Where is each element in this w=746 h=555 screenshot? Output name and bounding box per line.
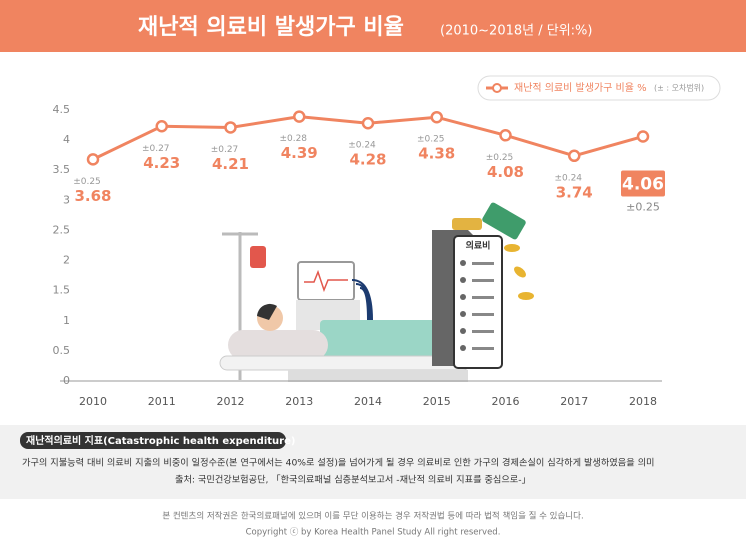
header-bar <box>0 0 746 52</box>
error-label: ±0.24 <box>348 141 376 151</box>
data-label: 4.38 <box>418 145 455 163</box>
error-label: ±0.25 <box>486 153 514 163</box>
illustration-label: 의료비 <box>466 240 491 252</box>
y-tick-label: 0.5 <box>53 344 71 357</box>
data-point <box>636 130 650 143</box>
error-label: ±0.25 <box>417 135 445 145</box>
footer-copyright: Copyright ⓒ by Korea Health Panel Study … <box>246 528 501 538</box>
y-tick-label: 3 <box>63 193 70 206</box>
x-tick-label: 2014 <box>354 395 382 408</box>
data-label: 4.23 <box>143 154 180 172</box>
data-point <box>224 121 237 134</box>
error-label: ±0.27 <box>211 145 239 155</box>
x-tick-label: 2011 <box>148 395 176 408</box>
chart-title: 재난적 의료비 발생가구 비율 <box>138 15 404 40</box>
y-tick-label: 1.5 <box>53 284 71 297</box>
error-label: ±0.28 <box>279 134 307 144</box>
x-tick-label: 2016 <box>492 395 520 408</box>
data-point <box>499 129 512 142</box>
data-point <box>155 120 168 133</box>
data-label: 4.08 <box>487 163 524 181</box>
note-text: 가구의 지불능력 대비 의료비 지출의 비중이 일정수준(본 연구에서는 40%… <box>22 457 655 469</box>
error-label: ±0.25 <box>626 200 660 213</box>
x-tick-label: 2017 <box>560 395 588 408</box>
footer-notice: 본 컨텐츠의 저작권은 한국의료패널에 있으며 이를 무단 이용하는 경우 저작… <box>162 511 583 522</box>
y-tick-label: 3.5 <box>53 163 71 176</box>
x-tick-label: 2010 <box>79 395 107 408</box>
y-tick-label: 4 <box>63 133 70 146</box>
legend-label: 재난적 의료비 발생가구 비율 % <box>514 82 647 94</box>
x-tick-label: 2018 <box>629 395 657 408</box>
note-heading: 재난적의료비 지표(Catastrophic health expenditur… <box>26 434 295 447</box>
data-point <box>86 153 100 166</box>
chart-subtitle: (2010~2018년 / 단위:%) <box>440 24 592 39</box>
data-point <box>430 110 443 124</box>
data-label: 4.06 <box>622 174 664 194</box>
legend-box <box>477 75 721 101</box>
note-heading-bg <box>20 432 286 449</box>
x-tick-label: 2013 <box>285 395 313 408</box>
data-label: 3.74 <box>556 183 593 201</box>
data-label: 3.68 <box>74 187 111 205</box>
y-tick-label: 0 <box>63 374 70 387</box>
data-point <box>568 149 581 163</box>
data-point <box>361 116 375 130</box>
legend-marker <box>492 83 502 93</box>
data-label: 4.28 <box>349 151 386 169</box>
legend-note: (± : 오차범위) <box>654 83 704 93</box>
error-label: ±0.25 <box>73 177 101 187</box>
highlight-box <box>621 170 665 197</box>
y-tick-label: 2.5 <box>53 223 71 236</box>
illustration <box>219 202 534 382</box>
y-tick-label: 1 <box>63 314 70 327</box>
data-label: 4.39 <box>281 144 318 162</box>
y-tick-label: 4.5 <box>53 103 71 116</box>
data-point <box>293 110 306 123</box>
x-tick-label: 2015 <box>423 395 451 408</box>
error-label: ±0.24 <box>554 173 582 183</box>
data-label: 4.21 <box>212 155 249 173</box>
error-label: ±0.27 <box>142 144 170 154</box>
x-tick-label: 2012 <box>217 395 245 408</box>
note-source: 출처: 국민건강보험공단, 「한국의료패널 심층분석보고서 -재난적 의료비 지… <box>175 474 531 486</box>
y-tick-label: 2 <box>63 254 70 267</box>
